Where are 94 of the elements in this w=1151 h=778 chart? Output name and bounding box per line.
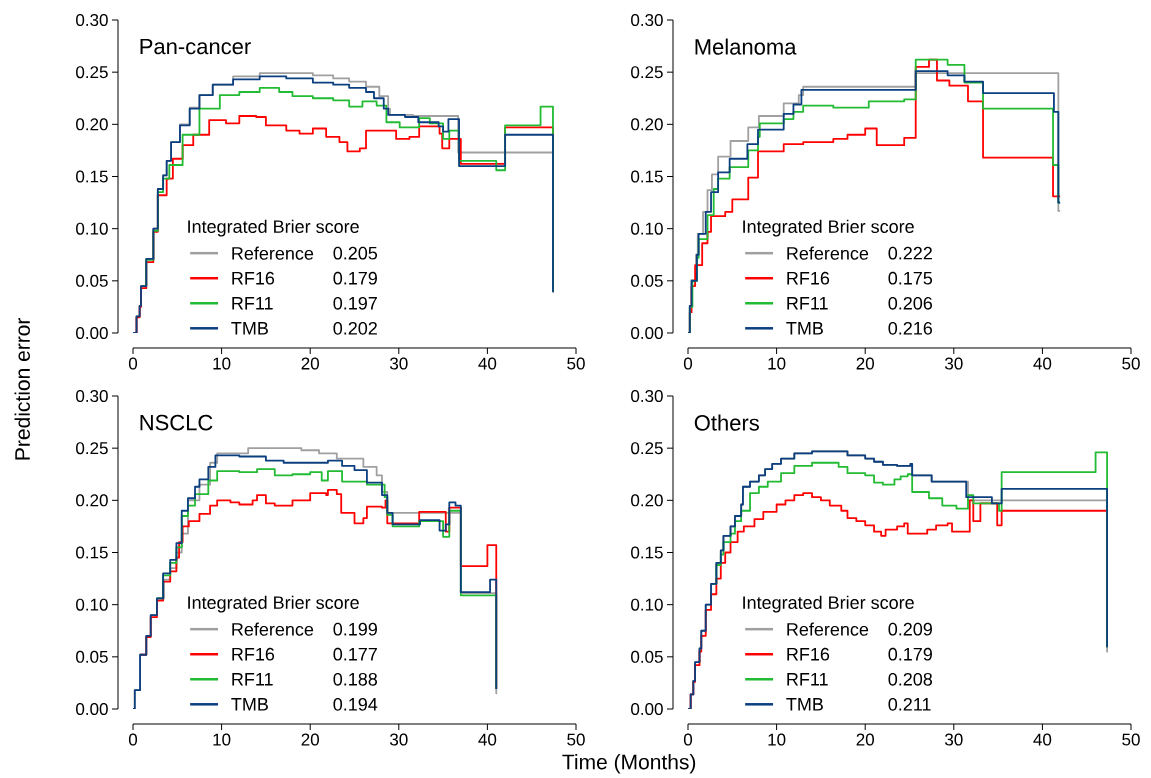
x-tick-label: 20 <box>856 733 874 746</box>
y-tick-label: 0.05 <box>631 650 663 663</box>
annotation: 0.209 <box>888 622 932 636</box>
legend-label: RF16 <box>787 647 830 661</box>
x-tick-label: 50 <box>1122 357 1140 370</box>
annotation: 0.199 <box>333 622 377 636</box>
x-tick-label: 50 <box>1122 733 1140 746</box>
legend-label: RF16 <box>787 271 830 285</box>
legend-label: RF16 <box>232 647 275 661</box>
x-tick-label: 20 <box>301 357 319 370</box>
legend-title: Integrated Brier score <box>743 219 914 237</box>
y-tick-label: 0.00 <box>76 326 108 340</box>
legend-label: Reference <box>232 622 314 636</box>
legend-title: Integrated Brier score <box>188 595 359 613</box>
y-tick-label: 0.25 <box>631 66 663 79</box>
annotation: 0.179 <box>333 271 377 285</box>
legend-label: TMB <box>786 698 823 711</box>
x-tick-label: 10 <box>213 733 231 746</box>
x-tick-label: 0 <box>128 357 138 370</box>
annotation: 0.175 <box>888 271 933 285</box>
annotation: 0.205 <box>333 246 378 260</box>
annotation: 0.216 <box>888 321 933 335</box>
y-tick-label: 0.05 <box>76 650 108 663</box>
y-tick-label: 0.20 <box>76 118 108 131</box>
y-tick-label: 0.15 <box>631 546 663 559</box>
annotation: 0.188 <box>333 672 378 686</box>
x-tick-label: 50 <box>567 733 585 746</box>
y-tick-label: 0.30 <box>76 13 108 27</box>
legend-label: Reference <box>232 246 314 260</box>
x-tick-label: 10 <box>768 733 786 746</box>
text: NSCLC <box>140 414 213 431</box>
y-tick-label: 0.15 <box>631 170 663 183</box>
legend-label: Reference <box>787 622 869 636</box>
annotation: 0.208 <box>888 672 933 686</box>
text: Others <box>694 414 759 431</box>
y-tick-label: 0.20 <box>631 494 663 507</box>
x-tick-label: 20 <box>856 357 874 370</box>
x-tick-label: 40 <box>1033 733 1052 746</box>
legend-label: RF11 <box>232 673 273 686</box>
y-tick-label: 0.30 <box>631 13 663 27</box>
x-tick-label: 30 <box>389 733 408 746</box>
annotation: 0.179 <box>888 647 932 661</box>
y-tick-label: 0.10 <box>631 222 663 235</box>
x-tick-label: 10 <box>768 357 786 370</box>
x-tick-label: 40 <box>478 733 497 746</box>
x-tick-label: 40 <box>478 357 497 370</box>
annotation: 0.202 <box>333 321 377 335</box>
x-tick-label: 30 <box>944 357 963 370</box>
y-tick-label: 0.20 <box>76 494 108 507</box>
legend-title: Integrated Brier score <box>188 219 359 237</box>
y-tick-label: 0.15 <box>76 546 108 559</box>
x-tick-label: 0 <box>128 733 138 746</box>
text: Melanoma <box>695 38 797 55</box>
legend-label: Reference <box>787 246 869 260</box>
y-axis-title: Prediction error <box>14 317 30 460</box>
annotation: 0.177 <box>333 647 377 661</box>
annotation: 0.194 <box>333 697 378 711</box>
x-tick-label: 0 <box>683 357 693 370</box>
x-tick-label: 0 <box>683 733 693 746</box>
x-axis-title: Time (Months) <box>562 753 696 774</box>
annotation: 0.206 <box>888 296 933 310</box>
y-tick-label: 0.30 <box>76 389 108 403</box>
y-tick-label: 0.20 <box>631 118 663 131</box>
y-tick-label: 0.00 <box>76 702 108 716</box>
y-tick-label: 0.25 <box>76 66 108 79</box>
x-tick-label: 30 <box>944 733 963 746</box>
x-tick-label: 50 <box>567 357 585 370</box>
legend-label: TMB <box>231 322 268 335</box>
y-tick-label: 0.00 <box>631 326 663 340</box>
legend-label: RF11 <box>232 297 273 310</box>
y-tick-label: 0.25 <box>631 442 663 455</box>
x-tick-label: 20 <box>301 733 319 746</box>
y-tick-label: 0.10 <box>76 222 108 235</box>
legend-title: Integrated Brier score <box>743 595 914 613</box>
y-tick-label: 0.15 <box>76 170 108 183</box>
legend-label: RF11 <box>787 297 828 310</box>
x-tick-label: 30 <box>389 357 408 370</box>
legend-label: TMB <box>231 698 268 711</box>
y-tick-label: 0.05 <box>76 274 108 287</box>
y-tick-label: 0.10 <box>76 598 108 611</box>
legend-label: TMB <box>786 322 823 335</box>
y-tick-label: 0.25 <box>76 442 108 455</box>
annotation: 0.222 <box>888 246 932 260</box>
x-tick-label: 10 <box>213 357 231 370</box>
annotation: 0.197 <box>333 296 377 310</box>
annotation: 0.211 <box>888 697 931 711</box>
text: Pan-cancer <box>140 38 251 55</box>
x-tick-label: 40 <box>1033 357 1052 370</box>
y-tick-label: 0.05 <box>631 274 663 287</box>
y-tick-label: 0.10 <box>631 598 663 611</box>
y-tick-label: 0.00 <box>631 702 663 716</box>
y-tick-label: 0.30 <box>631 389 663 403</box>
legend-label: RF16 <box>232 271 275 285</box>
legend-label: RF11 <box>787 673 828 686</box>
